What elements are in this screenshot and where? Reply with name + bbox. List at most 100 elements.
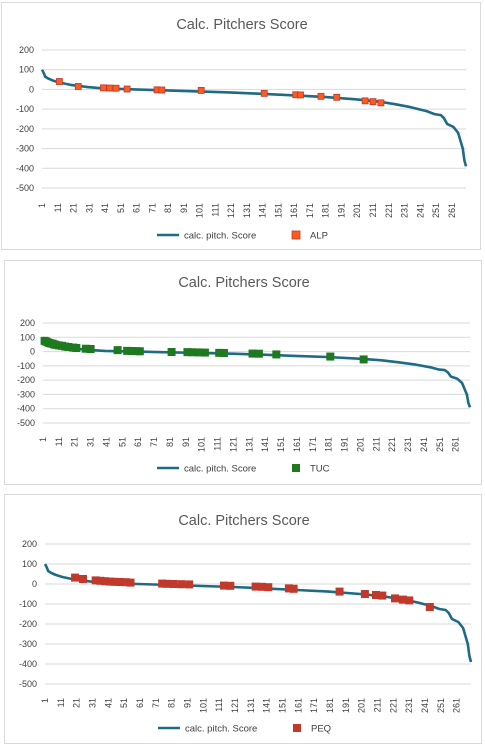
series-marker [425, 603, 434, 611]
y-tick-label: -200 [19, 619, 37, 629]
y-tick-label: -500 [19, 679, 37, 689]
x-tick-label: 21 [69, 203, 79, 213]
series-marker [398, 595, 407, 604]
series-marker [96, 576, 105, 585]
y-tick-label: 0 [30, 347, 35, 357]
x-tick-label: 21 [72, 698, 82, 708]
x-tick-label: 201 [357, 698, 367, 713]
x-tick-label: 71 [147, 203, 157, 213]
y-tick-label: -300 [19, 639, 37, 649]
x-tick-label: 91 [181, 437, 191, 447]
x-tick-label: 201 [355, 437, 365, 452]
x-tick-label: 21 [70, 437, 80, 447]
x-tick-label: 111 [213, 437, 223, 451]
series-marker [297, 91, 304, 99]
series-marker [326, 352, 335, 361]
series-marker [248, 349, 257, 358]
x-tick-label: 1 [37, 203, 47, 208]
x-tick-label: 131 [244, 437, 254, 452]
series-marker [126, 578, 135, 587]
series-marker [219, 349, 228, 357]
series-marker [284, 584, 293, 593]
series-marker [377, 99, 385, 107]
x-tick-label: 241 [420, 698, 430, 713]
x-tick-label: 51 [116, 203, 126, 213]
series-marker [113, 346, 122, 355]
series-marker [177, 580, 186, 589]
series-marker [254, 349, 263, 358]
series-marker [188, 348, 197, 357]
chart-svg-tuc: Calc. Pitchers Score 200 100 0 -100 -200 -300 -… [17, 275, 472, 475]
series-marker [251, 582, 260, 591]
x-tick-label: 151 [276, 437, 286, 452]
x-tick-label: 131 [242, 203, 252, 218]
series-marker [194, 348, 203, 357]
x-tick-label: 81 [163, 203, 173, 213]
series-marker [390, 594, 399, 603]
x-tick-label: 251 [435, 437, 445, 452]
x-tick-label: 261 [451, 437, 461, 452]
x-tick-label: 141 [258, 203, 268, 218]
series-marker [185, 580, 194, 589]
x-tick-label: 91 [183, 698, 193, 708]
series-marker [317, 92, 325, 100]
x-tick-label: 41 [101, 437, 111, 447]
series-marker [115, 578, 124, 586]
series-marker [64, 343, 73, 351]
series-line [40, 69, 468, 167]
x-tick-label: 121 [230, 698, 240, 713]
series-marker [359, 355, 368, 364]
x-tick-label: 121 [228, 437, 238, 452]
series-marker [260, 89, 268, 97]
series-marker [105, 577, 114, 586]
x-tick-label: 261 [452, 698, 462, 713]
x-tick-label: 241 [415, 203, 425, 218]
y-tick-label: 200 [22, 539, 37, 549]
x-tick-label: 221 [384, 203, 394, 218]
x-tick-label: 191 [336, 203, 346, 218]
series-marker [55, 78, 63, 85]
series-marker [79, 575, 88, 583]
series-marker [183, 348, 192, 357]
series-marker [361, 97, 369, 105]
x-tick-label: 161 [293, 698, 303, 713]
x-tick-label: 11 [53, 203, 63, 212]
x-tick-label: 241 [419, 437, 429, 452]
series-marker [289, 584, 298, 593]
x-tick-label: 161 [292, 437, 302, 452]
series-marker [333, 93, 341, 101]
x-tick-label: 231 [403, 437, 413, 452]
x-tick-label: 101 [198, 698, 208, 713]
x-tick-label: 61 [132, 203, 142, 213]
x-tick-label: 1 [40, 698, 50, 703]
chart-svg-peq: Calc. Pitchers Score 200 100 0 -100 -200 -300 -… [19, 513, 473, 735]
x-tick-label: 171 [309, 698, 319, 713]
series-marker [264, 583, 273, 592]
series-marker [86, 345, 95, 353]
x-tick-label: 81 [167, 698, 177, 708]
series-marker [81, 344, 90, 353]
y-tick-label: -500 [16, 183, 34, 193]
series-marker [110, 577, 119, 586]
series-line [41, 336, 472, 408]
series-marker [74, 83, 82, 90]
chart-svg-alp: Calc. Pitchers Score 200 100 0 -100 -200 -300 -… [16, 17, 468, 242]
x-tick-label: 141 [262, 698, 272, 713]
y-tick-label: -300 [17, 389, 35, 399]
x-tick-label: 101 [195, 203, 205, 218]
x-tick-label: 51 [117, 437, 127, 447]
y-tick-label: 0 [32, 579, 37, 589]
x-tick-label: 191 [341, 698, 351, 713]
series-marker [369, 98, 377, 106]
y-tick-label: -200 [16, 124, 34, 134]
x-tick-label: 161 [289, 203, 299, 218]
chart-title: Calc. Pitchers Score [176, 17, 307, 33]
series-marker [272, 350, 281, 359]
x-tick-label: 1 [38, 437, 48, 442]
x-tick-label: 81 [165, 437, 175, 447]
y-tick-label: -400 [16, 163, 34, 173]
series-marker [135, 347, 144, 356]
x-tick-label: 111 [214, 698, 224, 712]
x-tick-label: 171 [305, 203, 315, 218]
series-marker [378, 591, 387, 600]
